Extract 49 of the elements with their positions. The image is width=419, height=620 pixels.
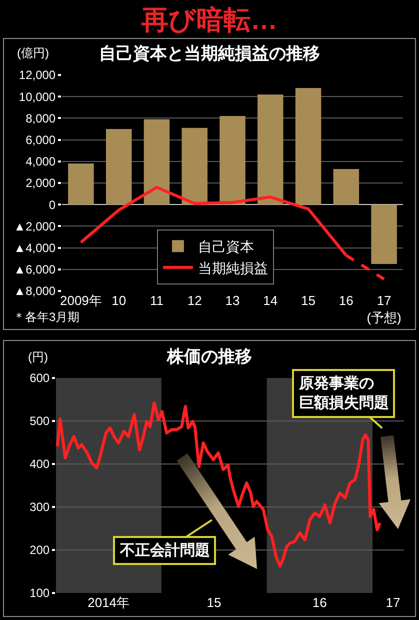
bar — [258, 94, 284, 205]
x-tick-label: 2009年 — [60, 293, 102, 308]
y-tick-label: 500 — [30, 414, 50, 428]
y-tick-label: 0 — [48, 198, 56, 212]
legend-label: 自己資本 — [198, 238, 254, 255]
x-tick-label: 16 — [338, 293, 354, 308]
x-tick-label: 16 — [312, 595, 327, 610]
bar — [295, 88, 322, 205]
x-tick-label: 15 — [206, 595, 222, 610]
x-tick-label: 17 (予想) — [366, 293, 402, 325]
x-tick-label: 14 — [263, 293, 278, 308]
bar — [371, 204, 397, 264]
y-tick-label: 600 — [30, 371, 50, 386]
legend-label: 当期純損益 — [198, 260, 268, 276]
y-tick-label: ▲8,000 — [14, 284, 56, 298]
y-axis-title: (億円) — [17, 46, 49, 60]
x-tick-label: 11 — [150, 293, 164, 308]
x-tick-label: 12 — [187, 293, 202, 308]
y-tick-label: 10,000 — [18, 90, 56, 104]
bar — [68, 164, 94, 205]
annotation: 原発事業の巨額損失問題 — [298, 375, 389, 412]
y-tick-label: 300 — [30, 500, 50, 514]
y-tick-label: 4,000 — [26, 154, 56, 169]
text: 再び暗転… — [140, 4, 278, 36]
y-tick-label: 6,000 — [26, 133, 56, 147]
y-tick-label: ▲4,000 — [14, 241, 56, 255]
y-tick-label: 8,000 — [26, 111, 56, 126]
y-tick-label: 200 — [30, 543, 50, 558]
y-tick-label: 100 — [30, 586, 50, 600]
bar — [144, 119, 170, 205]
x-tick-label: 2014年 — [88, 595, 130, 610]
chart-title: 株価の推移 — [166, 347, 252, 366]
bar — [333, 168, 360, 205]
annotation: 不正会計問題 — [119, 542, 210, 559]
x-tick-label: 17 — [386, 595, 400, 610]
chart-title: 自己資本と当期純損益の推移 — [99, 44, 320, 63]
y-tick-label: 2,000 — [26, 176, 56, 190]
text: ＊各年3月期 — [13, 310, 80, 324]
y-tick-label: ▲2,000 — [14, 219, 56, 234]
x-tick-label: 13 — [225, 293, 240, 308]
y-tick-label: 400 — [30, 457, 50, 472]
bar — [220, 116, 246, 205]
y-tick-label: ▲6,000 — [14, 262, 56, 277]
bar — [106, 129, 132, 205]
y-axis-title: (円) — [28, 350, 48, 364]
x-tick-label: 15 — [301, 293, 316, 308]
x-tick-label: 10 — [112, 293, 126, 308]
y-tick-label: 12,000 — [18, 68, 56, 82]
bar — [182, 128, 208, 205]
